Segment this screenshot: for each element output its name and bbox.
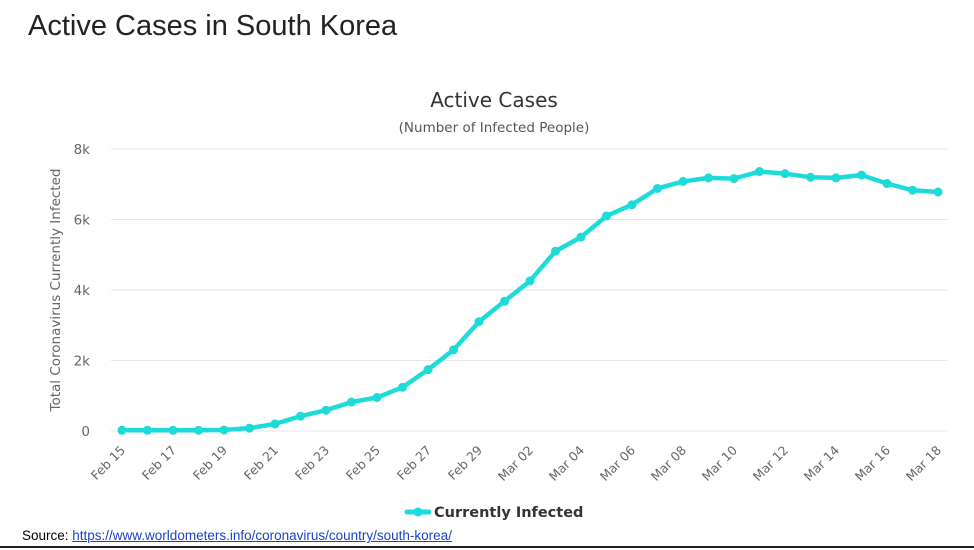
x-tick-label: Mar 02 [495, 443, 536, 484]
y-tick-label: 4k [74, 283, 91, 299]
data-point[interactable] [551, 246, 560, 256]
y-axis-ticks: 0 2k 4k 6k 8k [74, 142, 91, 440]
x-tick-label: Mar 04 [546, 442, 587, 483]
chart-subtitle: (Number of Infected People) [399, 120, 590, 136]
source-link[interactable]: https://www.worldometers.info/coronaviru… [72, 528, 452, 543]
x-tick-label: Feb 25 [343, 443, 383, 483]
data-point[interactable] [143, 425, 152, 435]
x-tick-label: Feb 21 [241, 443, 281, 483]
y-tick-label: 8k [74, 142, 91, 158]
source-label: Source: [22, 528, 73, 543]
y-tick-label: 6k [74, 213, 91, 229]
data-point[interactable] [729, 174, 739, 184]
data-point[interactable] [933, 187, 943, 197]
x-tick-label: Feb 27 [394, 443, 434, 483]
x-tick-label: Feb 15 [88, 443, 128, 483]
data-point[interactable] [780, 169, 790, 179]
legend-label: Currently Infected [434, 505, 583, 521]
grid-lines [111, 148, 947, 432]
data-point[interactable] [882, 179, 892, 189]
source-line: Source: https://www.worldometers.info/co… [22, 528, 452, 543]
x-tick-label: Feb 19 [190, 442, 230, 482]
data-point[interactable] [423, 365, 433, 375]
data-point[interactable] [755, 167, 764, 177]
data-point[interactable] [321, 405, 331, 415]
data-point[interactable] [296, 411, 305, 421]
data-point[interactable] [857, 170, 866, 180]
x-tick-label: Mar 08 [648, 442, 689, 483]
x-tick-label: Feb 29 [445, 442, 485, 482]
data-point[interactable] [474, 317, 484, 327]
chart-title: Active Cases [430, 88, 558, 112]
data-point[interactable] [245, 423, 254, 433]
x-tick-label: Mar 18 [903, 442, 944, 483]
data-point[interactable] [117, 425, 127, 435]
data-point[interactable] [806, 172, 815, 182]
x-tick-label: Mar 12 [750, 443, 791, 484]
series-line [119, 169, 941, 433]
y-tick-label: 2k [74, 354, 91, 370]
series-currently-infected [117, 167, 943, 435]
x-axis-ticks: Feb 15 Feb 17 Feb 19 Feb 21 Feb 23 Feb 25 Feb … [88, 442, 944, 483]
data-point[interactable] [372, 393, 382, 403]
data-point[interactable] [653, 183, 662, 193]
y-tick-label: 0 [81, 424, 90, 440]
data-point[interactable] [449, 345, 458, 355]
data-point[interactable] [602, 211, 611, 221]
x-tick-label: Mar 06 [597, 442, 638, 483]
data-point[interactable] [627, 200, 637, 210]
slide-title: Active Cases in South Korea [28, 10, 398, 42]
y-axis-label: Total Coronavirus Currently Infected [48, 169, 64, 413]
data-point[interactable] [347, 397, 356, 407]
data-point[interactable] [500, 296, 509, 306]
data-point[interactable] [831, 173, 841, 183]
x-tick-label: Mar 10 [699, 442, 740, 483]
legend-dot-marker [413, 507, 423, 517]
data-point[interactable] [678, 176, 688, 186]
data-point[interactable] [168, 425, 178, 435]
data-point[interactable] [270, 419, 280, 429]
x-tick-label: Feb 17 [139, 443, 179, 483]
bottom-divider [0, 546, 974, 548]
x-tick-label: Mar 16 [852, 442, 893, 483]
data-point[interactable] [704, 173, 713, 183]
data-point[interactable] [194, 425, 203, 435]
data-point[interactable] [576, 232, 586, 242]
data-point[interactable] [908, 185, 917, 195]
data-point[interactable] [219, 425, 229, 435]
x-tick-label: Mar 14 [801, 442, 842, 483]
data-point[interactable] [525, 276, 535, 286]
x-tick-label: Feb 23 [292, 443, 332, 483]
data-point[interactable] [398, 382, 407, 392]
legend[interactable]: Currently Infected [404, 505, 583, 521]
